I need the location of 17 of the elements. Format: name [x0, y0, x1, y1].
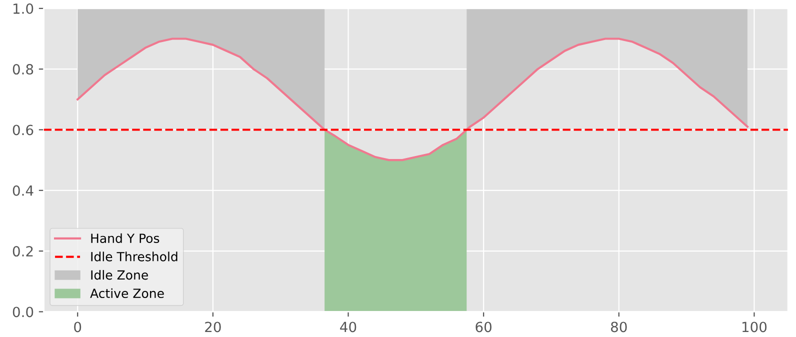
x-tick-label: 20	[205, 322, 221, 332]
legend-label: Idle Threshold	[91, 252, 178, 262]
x-tick-label: 0	[74, 322, 82, 332]
legend-label: Hand Y Pos	[91, 233, 160, 244]
y-tick-label: 1.0	[13, 3, 34, 14]
line-series	[76, 38, 748, 162]
legend-label: Active Zone	[90, 288, 164, 298]
x-tick-label: 40	[340, 322, 356, 332]
legend-label: Idle Zone	[91, 270, 148, 280]
y-tick-label: 0.8	[12, 64, 34, 75]
x-tick-label: 100	[742, 322, 767, 332]
x-tick-label: 80	[610, 322, 627, 332]
y-tick-label: 0.0	[12, 306, 34, 318]
y-tick-label: 0.6	[12, 124, 34, 136]
y-tick-label: 0.4	[12, 185, 34, 196]
y-tick-label: 0.2	[12, 246, 33, 257]
x-tick-label: 60	[476, 322, 492, 332]
